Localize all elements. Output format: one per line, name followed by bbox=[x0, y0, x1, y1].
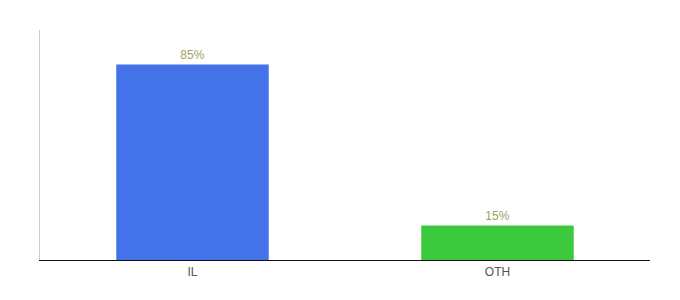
svg-text:85%: 85% bbox=[180, 48, 204, 62]
svg-text:IL: IL bbox=[187, 265, 197, 279]
svg-text:15%: 15% bbox=[485, 209, 509, 223]
svg-text:OTH: OTH bbox=[485, 265, 510, 279]
